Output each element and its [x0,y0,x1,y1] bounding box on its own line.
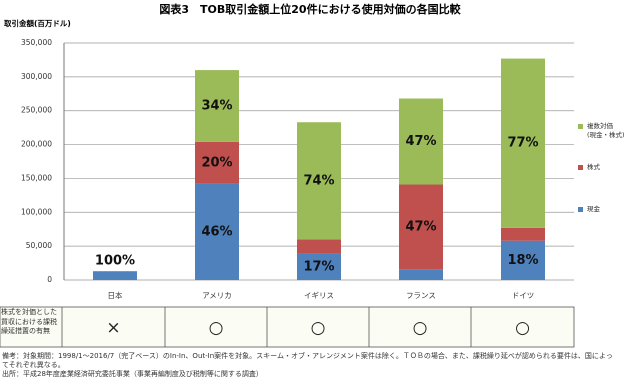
bar-segment [297,122,341,240]
table-cell: ○ [311,318,326,338]
bar-segment [195,183,239,280]
bar-segment [501,227,545,241]
x-tick-label: イギリス [304,291,334,300]
value-label: 17% [303,259,334,274]
legend-swatch [578,165,583,170]
x-tick-label: ドイツ [512,291,535,300]
table-cell: ○ [515,318,530,338]
chart-title: 図表3 TOB取引金額上位20件における使用対価の各国比較 [159,2,461,16]
y-tick-label: 50,000 [26,241,52,250]
legend-label: 株式 [587,163,600,171]
value-label: 77% [507,136,538,151]
y-tick-label: 350,000 [21,38,52,47]
legend-swatch [578,207,583,212]
value-label: 74% [303,173,334,188]
value-label: 47% [405,219,436,234]
bar-segment [501,240,545,280]
y-tick-label: 200,000 [21,140,52,149]
bar-segment [195,141,239,184]
value-label: 20% [201,155,232,170]
bar-segment [501,58,545,228]
y-tick-label: 250,000 [21,106,52,115]
bar-segment [297,239,341,254]
table-frame [0,306,575,348]
value-label: 46% [201,224,232,239]
legend-label: 複数対価 (現金・株式) [587,122,625,139]
bar-segment [399,98,443,185]
y-tick-label: 300,000 [21,72,52,81]
table-cell: × [106,318,120,338]
table-cell: ○ [209,318,224,338]
bar-segment [399,184,443,270]
x-tick-label: フランス [406,291,436,300]
legend-label: 現金 [587,205,600,213]
value-label: 34% [201,98,232,113]
y-tick-label: 100,000 [21,207,52,216]
legend-swatch [578,124,583,129]
value-label: 18% [507,253,538,268]
remark: 備考：対象期間：1998/1～2016/7（完了ベース）のIn-In、Out-I… [2,352,613,369]
source: 出所：平成28年度産業経済研究委託事業（事業再編制度及び税制等に関する調査） [2,370,263,378]
table-cell: ○ [413,318,428,338]
value-label: 100% [95,254,135,269]
bar-segment [195,70,239,142]
bar-segment [399,269,443,280]
bar-segment [93,271,137,280]
bar-segment [297,253,341,280]
value-label: 47% [405,134,436,149]
y-tick-label: 150,000 [21,173,52,182]
y-axis-label: 取引金額(百万ドル) [4,18,71,28]
y-tick-label: 0 [47,275,52,284]
x-tick-label: 日本 [108,290,123,300]
x-tick-label: アメリカ [202,291,232,300]
row-header: 株式を対価とした買収における課税繰延措置の有無 [1,308,57,335]
